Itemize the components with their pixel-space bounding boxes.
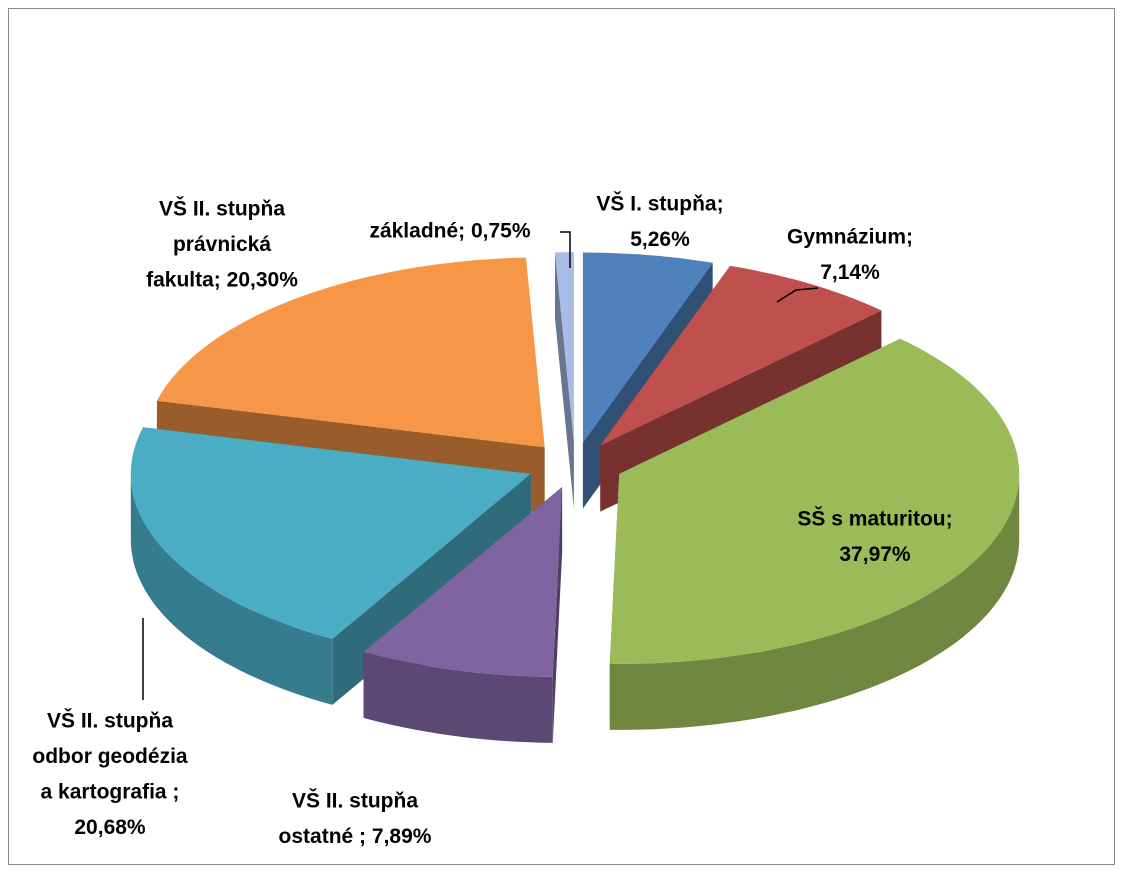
data-label: právnická	[173, 233, 271, 256]
data-label: 7,14%	[820, 261, 880, 284]
leader-line	[560, 231, 571, 268]
data-label: 20,68%	[74, 816, 146, 839]
slice-wall	[363, 651, 553, 743]
slice	[582, 252, 713, 443]
slice-wall	[130, 473, 333, 705]
data-label: VŠ II. stupňa	[47, 709, 173, 733]
slice	[156, 257, 545, 448]
slice	[600, 265, 882, 446]
data-label: Gymnázium;	[787, 226, 913, 249]
slice	[555, 252, 574, 443]
data-label: SŠ s maturitou;	[797, 507, 952, 531]
slice-wall	[609, 473, 1020, 730]
pie	[130, 252, 1020, 743]
slice	[609, 338, 1020, 664]
data-label: VŠ II. stupňa	[159, 197, 285, 221]
data-label: základné; 0,75%	[369, 220, 530, 243]
data-label: VŠ II. stupňa	[292, 789, 418, 813]
data-label: ostatné ; 7,89%	[279, 825, 432, 848]
data-label: odbor geodézia	[32, 745, 187, 768]
data-label: a kartografia ;	[41, 781, 180, 804]
labels: VŠ I. stupňa; 5,26% Gymnázium; 7,14% SŠ s ma…	[32, 192, 952, 849]
data-label: 37,97%	[839, 543, 911, 566]
leader-line	[776, 287, 819, 303]
data-label: fakulta; 20,30%	[146, 269, 298, 292]
data-label: 5,26%	[630, 228, 690, 251]
slice	[130, 427, 531, 639]
slice	[363, 487, 563, 677]
data-label: VŠ I. stupňa;	[596, 192, 723, 216]
slice-side	[555, 252, 574, 509]
